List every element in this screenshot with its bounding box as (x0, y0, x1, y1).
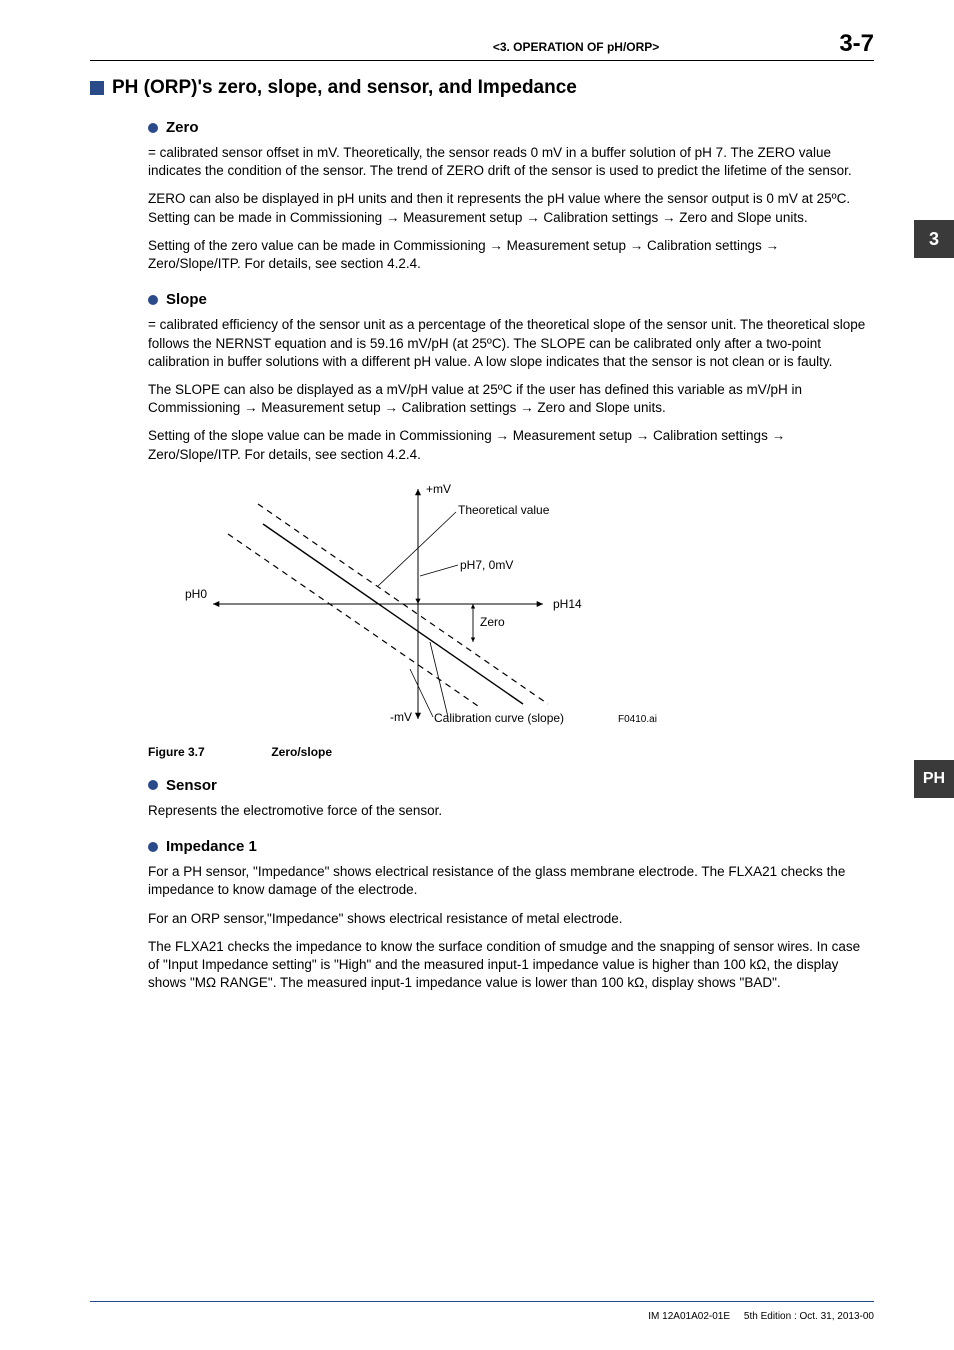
zero-p2: ZERO can also be displayed in pH units a… (148, 190, 874, 226)
svg-text:Theoretical value: Theoretical value (458, 503, 550, 517)
svg-text:F0410.ai: F0410.ai (618, 714, 657, 725)
sensor-heading: Sensor (148, 777, 874, 794)
sensor-title: Sensor (166, 777, 217, 794)
breadcrumb: <3. OPERATION OF pH/ORP> (493, 40, 659, 54)
diagram-svg: +mV -mV pH0 pH14 Theoretical value pH7, 0mV Ze… (148, 474, 688, 734)
svg-text:pH7, 0mV: pH7, 0mV (460, 558, 513, 572)
dot-bullet-icon (148, 842, 158, 852)
zero-p1: = calibrated sensor offset in mV. Theore… (148, 144, 874, 180)
svg-text:+mV: +mV (426, 482, 451, 496)
figure-number: Figure 3.7 (148, 745, 268, 759)
page-header: <3. OPERATION OF pH/ORP> 3-7 (90, 30, 874, 61)
figure-caption: Figure 3.7 Zero/slope (148, 745, 874, 759)
impedance-p1: For a PH sensor, "Impedance" shows elect… (148, 863, 874, 899)
slope-heading: Slope (148, 291, 874, 308)
dot-bullet-icon (148, 780, 158, 790)
figure-title: Zero/slope (271, 745, 332, 759)
page-body: <3. OPERATION OF pH/ORP> 3-7 PH (ORP)'s … (0, 0, 954, 1022)
chapter-tab: 3 (914, 220, 954, 258)
dot-bullet-icon (148, 123, 158, 133)
edition: 5th Edition : Oct. 31, 2013-00 (744, 1311, 874, 1322)
slope-p2: The SLOPE can also be displayed as a mV/… (148, 381, 874, 417)
svg-text:-mV: -mV (390, 710, 412, 724)
module-tab: PH (914, 760, 954, 798)
footer-rule (90, 1301, 874, 1302)
slope-p1: = calibrated efficiency of the sensor un… (148, 316, 874, 371)
impedance-p3: The FLXA21 checks the impedance to know … (148, 938, 874, 993)
section-title: PH (ORP)'s zero, slope, and sensor, and … (112, 77, 577, 99)
section-heading: PH (ORP)'s zero, slope, and sensor, and … (90, 77, 874, 99)
impedance-p2: For an ORP sensor,"Impedance" shows elec… (148, 910, 874, 928)
slope-p3: Setting of the slope value can be made i… (148, 427, 874, 463)
square-bullet-icon (90, 81, 104, 95)
slope-title: Slope (166, 291, 207, 308)
svg-text:Zero: Zero (480, 615, 505, 629)
sensor-p1: Represents the electromotive force of th… (148, 802, 874, 820)
impedance-title: Impedance 1 (166, 838, 257, 855)
svg-text:pH14: pH14 (553, 597, 582, 611)
page-number: 3-7 (839, 30, 874, 58)
svg-text:pH0: pH0 (185, 587, 207, 601)
zero-slope-diagram: +mV -mV pH0 pH14 Theoretical value pH7, 0mV Ze… (148, 474, 874, 739)
footer-text: IM 12A01A02-01E 5th Edition : Oct. 31, 2… (648, 1311, 874, 1322)
zero-title: Zero (166, 119, 199, 136)
zero-heading: Zero (148, 119, 874, 136)
zero-p3: Setting of the zero value can be made in… (148, 237, 874, 273)
doc-id: IM 12A01A02-01E (648, 1311, 730, 1322)
dot-bullet-icon (148, 295, 158, 305)
svg-text:Calibration curve (slope): Calibration curve (slope) (434, 711, 564, 725)
impedance-heading: Impedance 1 (148, 838, 874, 855)
